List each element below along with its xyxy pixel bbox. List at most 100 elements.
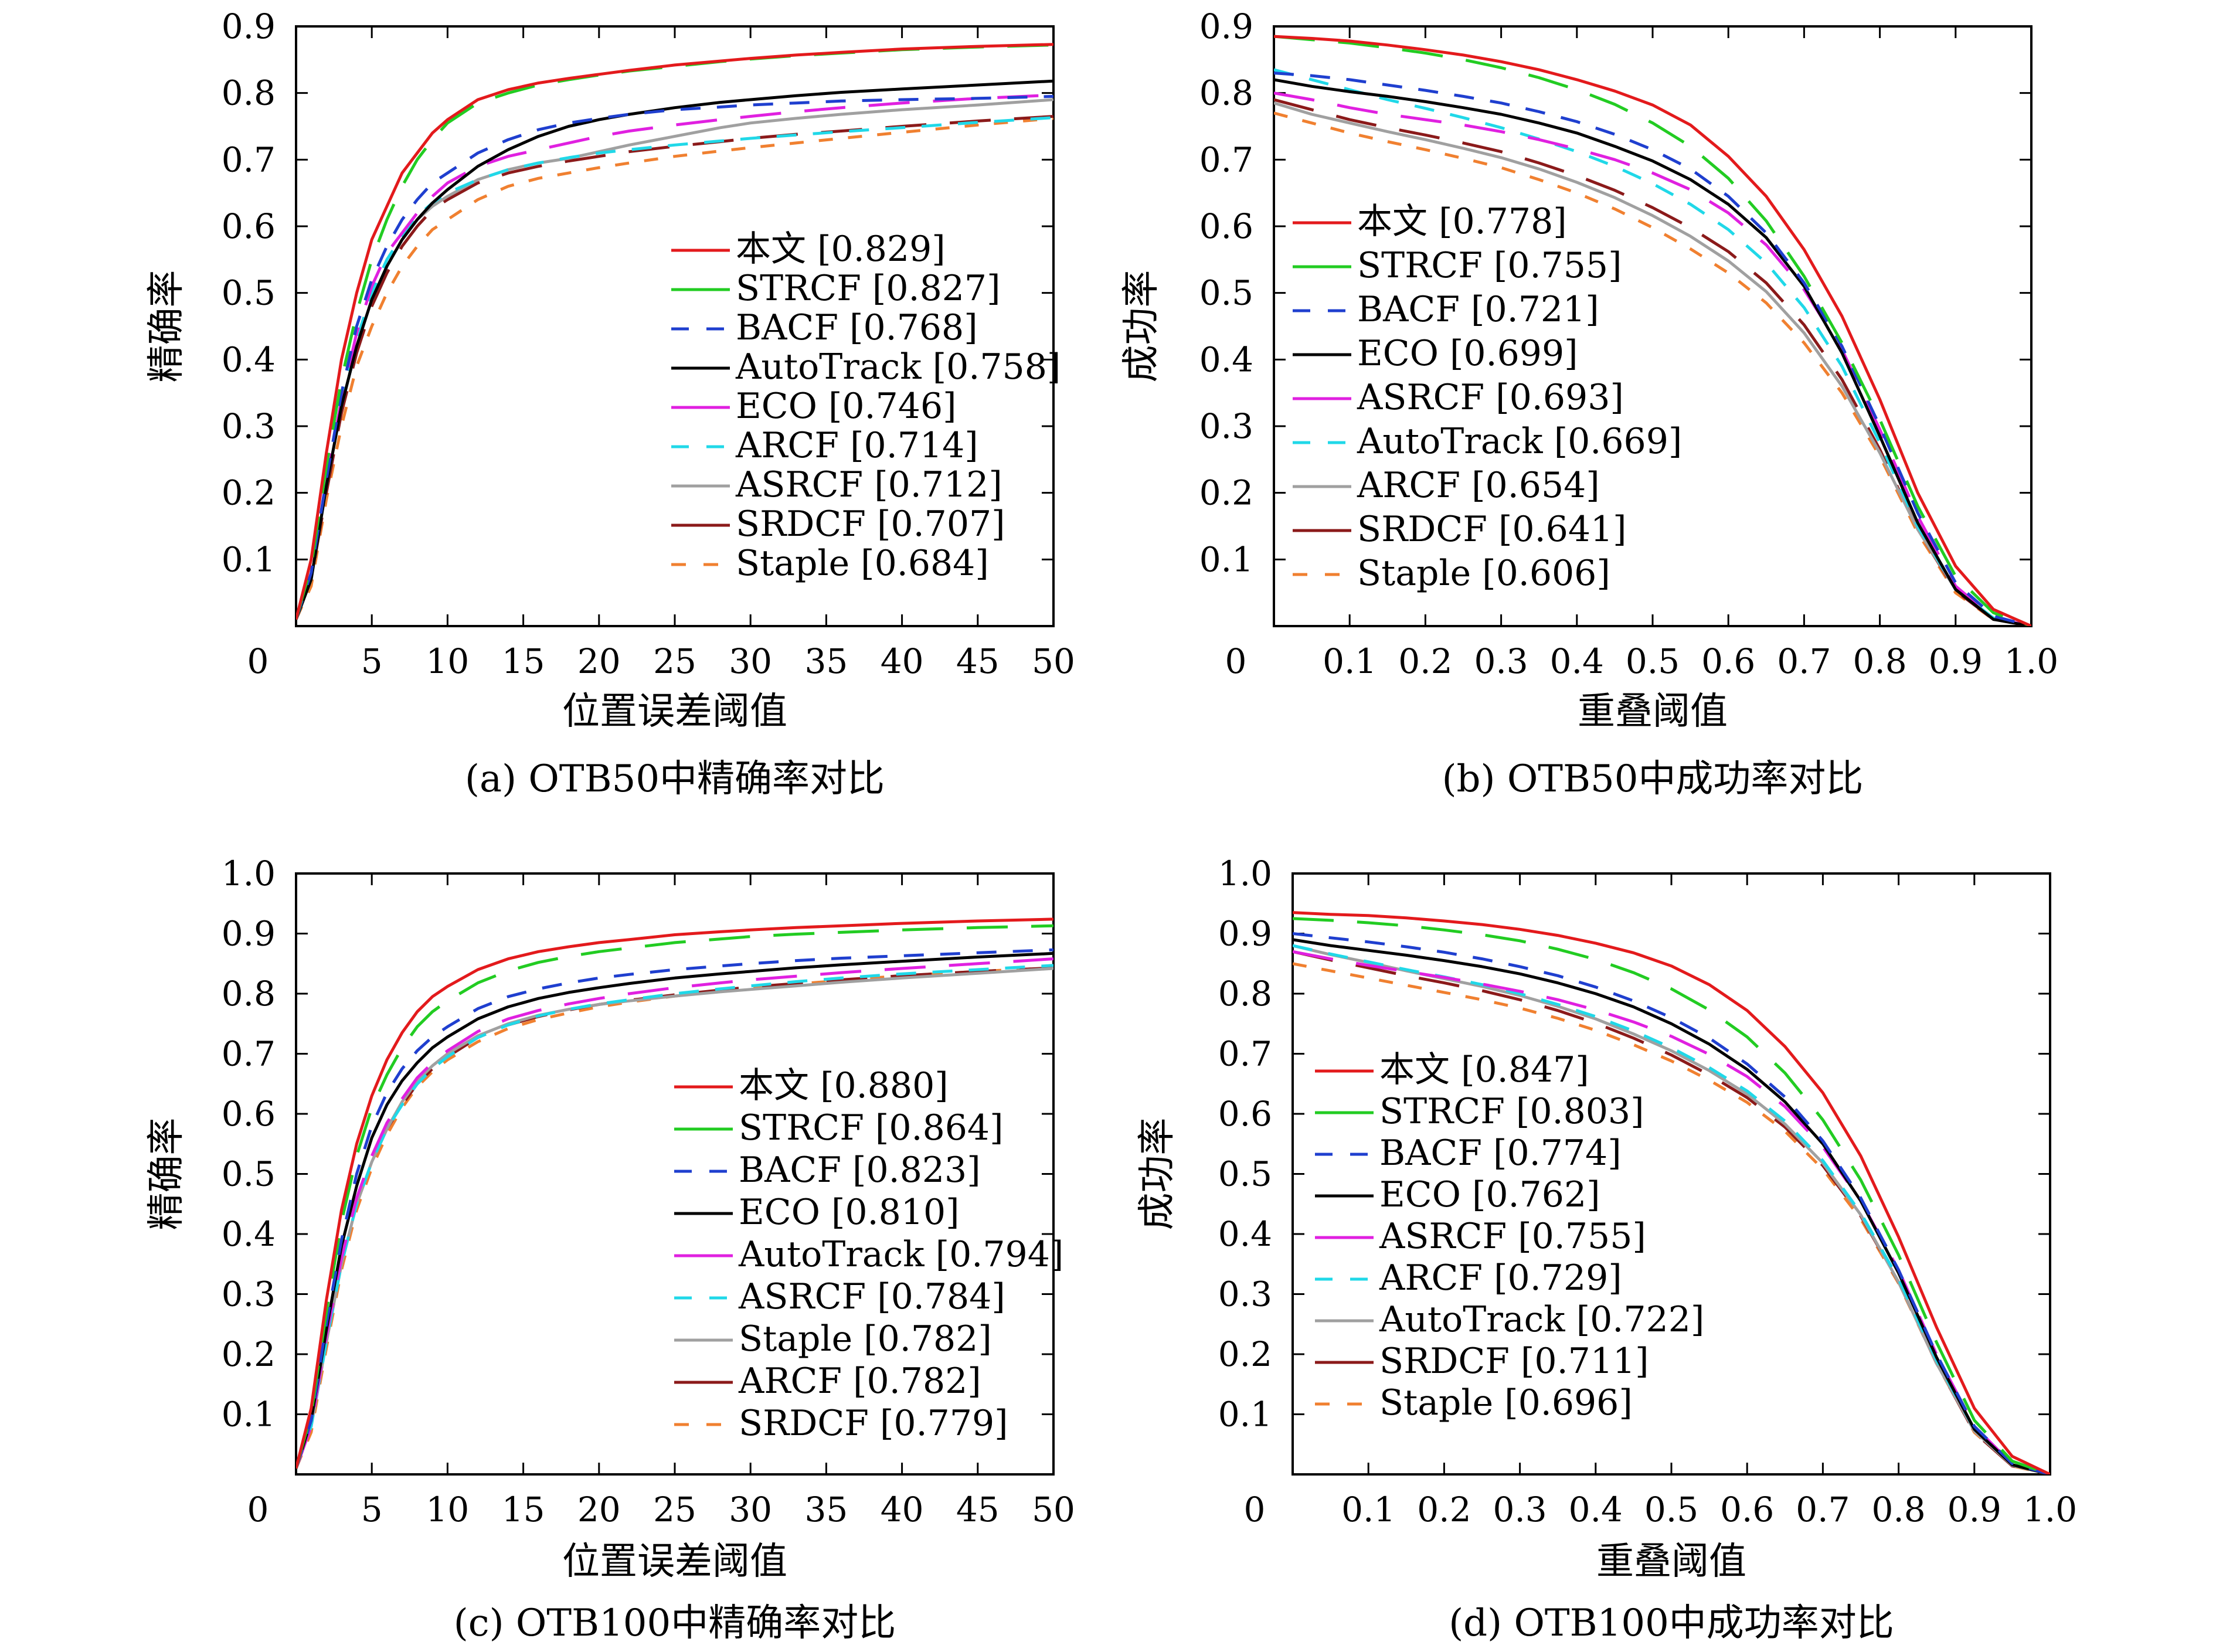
- y-axis-label: 成功率: [1120, 270, 1163, 383]
- series-line-3: [296, 951, 1053, 1469]
- x-tick-label: 40: [881, 1490, 924, 1529]
- legend-entry: SRDCF [0.711]: [1379, 1341, 1649, 1382]
- y-tick-label: 0.5: [222, 1154, 276, 1194]
- legend-entry: SRDCF [0.641]: [1357, 509, 1627, 550]
- x-tick-label: 40: [881, 641, 924, 681]
- legend-entry: ARCF [0.714]: [735, 425, 978, 466]
- x-axis-label: 重叠阈值: [1578, 690, 1728, 733]
- legend-entry: ARCF [0.782]: [738, 1361, 981, 1402]
- x-tick-label: 50: [1032, 641, 1075, 681]
- legend-entry: 本文 [0.829]: [736, 229, 946, 270]
- y-tick-label: 0.7: [222, 1034, 276, 1074]
- legend-entry: BACF [0.768]: [736, 307, 978, 348]
- y-tick-label: 0.9: [1199, 6, 1253, 46]
- y-tick-label: 0.8: [1218, 974, 1272, 1014]
- series-group: [1293, 911, 2050, 1474]
- legend-entry: BACF [0.823]: [739, 1150, 981, 1191]
- x-tick-label: 0.3: [1474, 641, 1528, 681]
- y-tick-label: 0.3: [222, 1274, 276, 1314]
- x-tick-label: 20: [577, 1490, 621, 1529]
- series-group: [296, 917, 1053, 1469]
- series-line-4: [296, 957, 1053, 1469]
- y-tick-label: 0.7: [1218, 1034, 1272, 1074]
- legend-entry: ARCF [0.654]: [1357, 465, 1600, 506]
- legend-entry: 本文 [0.778]: [1357, 201, 1567, 242]
- x-tick-label: 0.8: [1853, 641, 1906, 681]
- series-line-5: [296, 116, 1053, 620]
- x-tick-label: 15: [502, 641, 545, 681]
- y-tick-label: 0.2: [222, 1334, 276, 1374]
- series-line-5: [296, 964, 1053, 1469]
- series-line-4: [1274, 91, 2031, 626]
- legend-entry: ASRCF [0.755]: [1379, 1216, 1646, 1257]
- x-tick-label: 0.8: [1871, 1490, 1925, 1529]
- y-tick-label: 0.2: [222, 473, 276, 513]
- series-line-1: [1274, 35, 2031, 626]
- y-tick-label: 0.3: [1199, 406, 1253, 446]
- y-tick-label: 0.1: [1218, 1395, 1272, 1435]
- x-tick-label: 25: [653, 1490, 696, 1529]
- y-tick-label: 0.9: [1218, 914, 1272, 954]
- x-tick-label: 0: [247, 641, 269, 681]
- series-line-1: [1293, 917, 2050, 1474]
- x-tick-label: 1.0: [2023, 1490, 2077, 1529]
- chart-caption: (d) OTB100中成功率对比: [1449, 1602, 1894, 1645]
- legend-entry: ECO [0.746]: [736, 386, 957, 427]
- legend-entry: AutoTrack [0.758]: [735, 346, 1061, 387]
- series-line-1: [296, 924, 1053, 1469]
- x-tick-label: 35: [804, 641, 848, 681]
- series-line-2: [1274, 72, 2031, 626]
- series-line-8: [296, 117, 1053, 620]
- x-tick-label: 0.7: [1796, 1490, 1850, 1529]
- x-tick-label: 0.1: [1323, 641, 1376, 681]
- y-tick-label: 0.3: [1218, 1274, 1272, 1314]
- x-tick-label: 10: [426, 641, 469, 681]
- y-tick-label: 0.4: [1218, 1214, 1272, 1254]
- legend-entry: AutoTrack [0.794]: [738, 1234, 1063, 1275]
- chart-caption: (b) OTB50中成功率对比: [1442, 757, 1864, 801]
- y-tick-label: 0.6: [1199, 206, 1253, 246]
- chart-caption: (c) OTB100中精确率对比: [454, 1602, 896, 1645]
- y-tick-label: 0.6: [222, 206, 276, 246]
- y-tick-label: 1.0: [222, 854, 276, 893]
- x-tick-label: 0.9: [1948, 1490, 2001, 1529]
- y-tick-label: 0.8: [222, 73, 276, 113]
- x-axis-label: 位置误差阈值: [562, 1540, 787, 1583]
- legend-entry: AutoTrack [0.669]: [1357, 421, 1682, 462]
- legend-entry: STRCF [0.803]: [1379, 1091, 1644, 1132]
- y-tick-label: 0.3: [222, 406, 276, 446]
- legend-entry: ARCF [0.729]: [1379, 1257, 1622, 1299]
- legend-entry: Staple [0.782]: [739, 1318, 992, 1359]
- series-line-0: [296, 917, 1053, 1469]
- legend-entry: ECO [0.810]: [739, 1192, 960, 1233]
- x-tick-label: 15: [502, 1490, 545, 1529]
- series-line-6: [1293, 944, 2050, 1474]
- legend-entry: ASRCF [0.712]: [735, 464, 1002, 505]
- legend-entry: STRCF [0.864]: [739, 1107, 1004, 1148]
- legend-entry: AutoTrack [0.722]: [1379, 1299, 1704, 1340]
- x-tick-label: 0.9: [1929, 641, 1983, 681]
- series-line-6: [1274, 101, 2031, 626]
- x-axis-label: 重叠阈值: [1596, 1540, 1746, 1583]
- x-tick-label: 5: [361, 641, 383, 681]
- chart-0: 0 5 10 15 20 25 30 35 40 45 50 0.1 0.2 0.3 0.4 0.5 0.6 0.…: [145, 6, 1075, 801]
- series-group: [1274, 35, 2031, 626]
- series-line-0: [296, 43, 1053, 620]
- legend-entry: Staple [0.684]: [736, 543, 989, 584]
- y-tick-label: 0.1: [222, 539, 276, 579]
- y-tick-label: 0.4: [222, 1214, 276, 1254]
- chart-caption: (a) OTB50中精确率对比: [465, 757, 885, 801]
- series-line-2: [296, 94, 1053, 620]
- x-tick-label: 0.6: [1701, 641, 1755, 681]
- x-tick-label: 5: [361, 1490, 383, 1529]
- y-tick-label: 1.0: [1218, 854, 1272, 893]
- x-tick-label: 45: [956, 641, 1000, 681]
- y-tick-label: 0.4: [222, 339, 276, 379]
- x-tick-label: 35: [804, 1490, 848, 1529]
- legend-entry: Staple [0.606]: [1357, 553, 1610, 594]
- legend-entry: STRCF [0.755]: [1357, 245, 1622, 286]
- y-axis-label: 成功率: [1136, 1118, 1179, 1230]
- y-tick-label: 0.9: [222, 914, 276, 954]
- series-line-5: [1274, 68, 2031, 626]
